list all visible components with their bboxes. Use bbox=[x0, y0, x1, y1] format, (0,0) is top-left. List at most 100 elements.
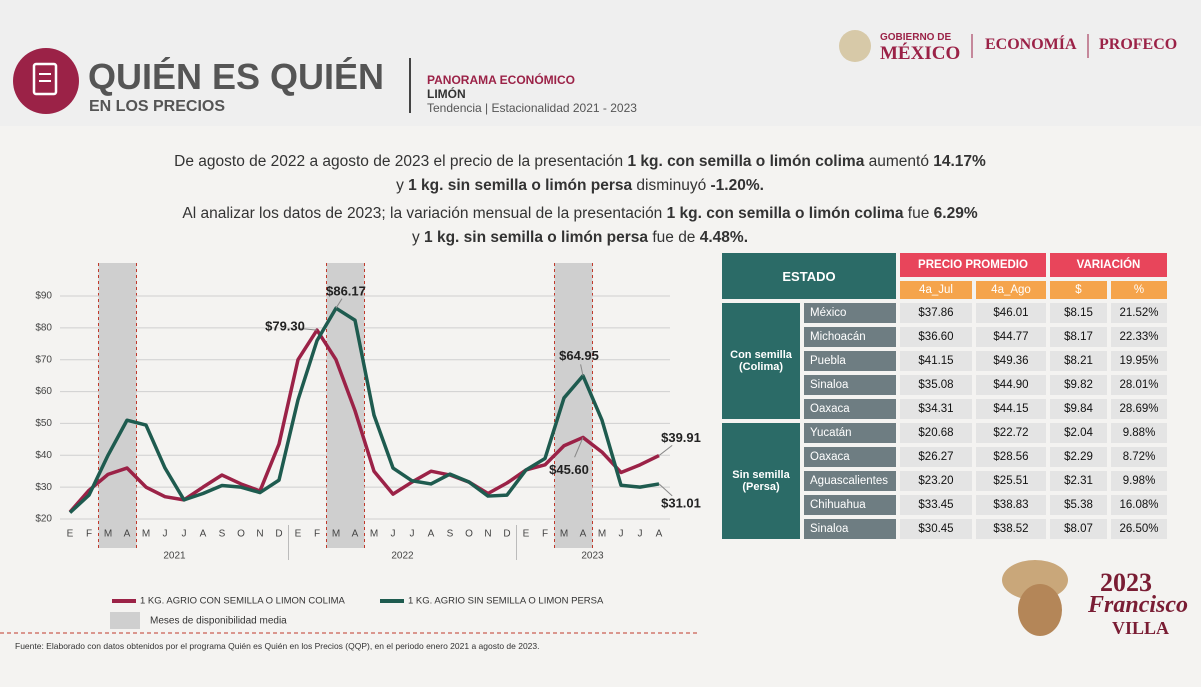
subtitle: EN LOS PRECIOS bbox=[89, 98, 226, 115]
x-tick-label: A bbox=[124, 529, 131, 540]
legend-swatch bbox=[110, 612, 140, 629]
table-cell: 26.50% bbox=[1111, 519, 1167, 539]
x-tick-label: J bbox=[638, 529, 643, 540]
table-cell: $9.84 bbox=[1050, 399, 1107, 419]
table-cell: $33.45 bbox=[900, 495, 972, 515]
value-label: $79.30 bbox=[265, 319, 305, 334]
table-cell: Oaxaca bbox=[804, 447, 896, 467]
summary-line: Al analizar los datos de 2023; la variac… bbox=[60, 202, 1100, 226]
table-cell: $ bbox=[1050, 281, 1107, 299]
table-cell: México bbox=[804, 303, 896, 323]
y-tick-label: $60 bbox=[35, 386, 52, 397]
y-tick-label: $90 bbox=[35, 291, 52, 302]
y-tick-label: $50 bbox=[35, 418, 52, 429]
table-cell: VARIACIÓN bbox=[1050, 253, 1167, 277]
table-cell: 28.01% bbox=[1111, 375, 1167, 395]
summary-text: 6.29% bbox=[933, 205, 978, 222]
table-cell: $2.31 bbox=[1050, 471, 1107, 491]
table-cell: PRECIO PROMEDIO bbox=[900, 253, 1046, 277]
summary-text: fue de bbox=[648, 229, 700, 246]
legend-label: 1 KG. AGRIO CON SEMILLA O LIMON COLIMA bbox=[140, 596, 345, 607]
summary-text: disminuyó bbox=[632, 177, 711, 194]
table-cell: 9.98% bbox=[1111, 471, 1167, 491]
summary: De agosto de 2022 a agosto de 2023 el pr… bbox=[60, 150, 1100, 250]
header-band bbox=[0, 0, 1201, 126]
x-tick-label: S bbox=[447, 529, 454, 540]
leader-line bbox=[658, 444, 673, 456]
series-line bbox=[68, 306, 660, 514]
table-cell: Oaxaca bbox=[804, 399, 896, 419]
x-tick-label: E bbox=[67, 529, 74, 540]
summary-text: fue bbox=[903, 205, 934, 222]
value-label: $39.91 bbox=[661, 430, 701, 445]
value-label: $45.60 bbox=[549, 462, 589, 477]
table-cell: $44.77 bbox=[976, 327, 1046, 347]
table-cell: $37.86 bbox=[900, 303, 972, 323]
summary-text: y bbox=[396, 177, 409, 194]
table-cell: Sin semilla (Persa) bbox=[722, 423, 800, 539]
table-cell: $5.38 bbox=[1050, 495, 1107, 515]
legend-label: 1 KG. AGRIO SIN SEMILLA O LIMON PERSA bbox=[408, 596, 604, 607]
table-cell: Yucatán bbox=[804, 423, 896, 443]
table-cell: $22.72 bbox=[976, 423, 1046, 443]
summary-line: y 1 kg. sin semilla o limón persa dismin… bbox=[60, 174, 1100, 198]
x-tick-label: O bbox=[465, 529, 473, 540]
y-tick-label: $70 bbox=[35, 354, 52, 365]
table-cell: 19.95% bbox=[1111, 351, 1167, 371]
x-tick-label: M bbox=[370, 529, 378, 540]
table-cell: $8.17 bbox=[1050, 327, 1107, 347]
x-tick-label: F bbox=[542, 529, 548, 540]
logo-text: MÉXICO bbox=[880, 43, 961, 64]
value-label: $31.01 bbox=[661, 495, 701, 510]
x-tick-label: M bbox=[142, 529, 150, 540]
summary-text: 1 kg. con semilla o limón colima bbox=[627, 153, 865, 170]
table-cell: $36.60 bbox=[900, 327, 972, 347]
table-cell: Sinaloa bbox=[804, 519, 896, 539]
x-tick-label: E bbox=[295, 529, 302, 540]
table-cell: Con semilla (Colima) bbox=[722, 303, 800, 419]
table-cell: 22.33% bbox=[1111, 327, 1167, 347]
x-tick-label: F bbox=[314, 529, 320, 540]
logo-text: VILLA bbox=[1112, 618, 1170, 638]
table-cell: $8.21 bbox=[1050, 351, 1107, 371]
table-cell: Sinaloa bbox=[804, 375, 896, 395]
x-tick-label: D bbox=[503, 529, 510, 540]
table-cell: $20.68 bbox=[900, 423, 972, 443]
caption: Tendencia | Estacionalidad 2021 - 2023 bbox=[427, 101, 637, 115]
x-tick-label: N bbox=[484, 529, 491, 540]
x-tick-label: A bbox=[580, 529, 587, 540]
table-cell: $23.20 bbox=[900, 471, 972, 491]
footer: Fuente: Elaborado con datos obtenidos po… bbox=[15, 641, 540, 651]
table-cell: $41.15 bbox=[900, 351, 972, 371]
table-cell: $28.56 bbox=[976, 447, 1046, 467]
table-cell: 28.69% bbox=[1111, 399, 1167, 419]
x-tick-label: F bbox=[86, 529, 92, 540]
table-cell: $9.82 bbox=[1050, 375, 1107, 395]
x-tick-label: J bbox=[163, 529, 168, 540]
table-cell: $25.51 bbox=[976, 471, 1046, 491]
year-label: 2021 bbox=[163, 551, 186, 562]
x-tick-label: M bbox=[104, 529, 112, 540]
logo-icon bbox=[32, 62, 58, 96]
year-label: 2022 bbox=[391, 551, 414, 562]
x-tick-label: M bbox=[560, 529, 568, 540]
x-tick-label: J bbox=[182, 529, 187, 540]
table-cell: $46.01 bbox=[976, 303, 1046, 323]
logo-text: ECONOMÍA bbox=[985, 36, 1077, 53]
table-cell: $8.15 bbox=[1050, 303, 1107, 323]
table-cell: $38.52 bbox=[976, 519, 1046, 539]
x-tick-label: A bbox=[428, 529, 435, 540]
table-cell: $2.04 bbox=[1050, 423, 1107, 443]
table-cell: $8.07 bbox=[1050, 519, 1107, 539]
summary-text: De agosto de 2022 a agosto de 2023 el pr… bbox=[174, 153, 628, 170]
summary-text: 1 kg. sin semilla o limón persa bbox=[408, 177, 633, 194]
y-tick-label: $80 bbox=[35, 322, 52, 333]
summary-text: 4.48%. bbox=[699, 229, 749, 246]
table-cell: 21.52% bbox=[1111, 303, 1167, 323]
portrait bbox=[1018, 584, 1062, 636]
logo-text: 2023 bbox=[1100, 568, 1152, 597]
table-cell: Aguascalientes bbox=[804, 471, 896, 491]
table-cell: $26.27 bbox=[900, 447, 972, 467]
highlight-band bbox=[98, 263, 137, 548]
table-cell: Puebla bbox=[804, 351, 896, 371]
